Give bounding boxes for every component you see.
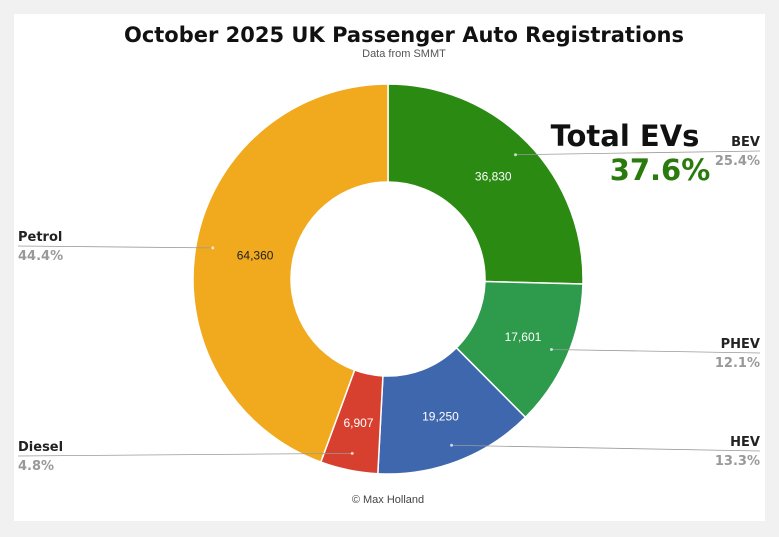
leader-dot-diesel	[350, 451, 354, 455]
percent-label-bev: 25.4%	[715, 154, 760, 169]
category-label-bev: BEV	[731, 135, 760, 150]
slice-bev	[387, 83, 584, 285]
donut-slices	[192, 83, 584, 475]
chart-credit: © Max Holland	[352, 494, 424, 506]
percent-label-phev: 12.1%	[715, 356, 760, 371]
leader-lines	[17, 150, 761, 457]
category-label-diesel: Diesel	[18, 440, 63, 455]
leader-line-petrol	[17, 245, 213, 249]
slice-labels: 36,830 BEV 25.4% 17,601 PHEV 12.1% 19,250 HEV 13…	[18, 135, 760, 474]
value-label-phev: 17,601	[505, 330, 542, 344]
value-label-diesel: 6,907	[343, 416, 373, 430]
value-label-bev: 36,830	[475, 169, 512, 183]
leader-dot-phev	[549, 347, 553, 351]
leader-line-bev	[515, 150, 761, 156]
slice-petrol	[192, 83, 389, 464]
percent-label-diesel: 4.8%	[18, 459, 54, 474]
leader-line-diesel	[17, 452, 353, 457]
leader-dot-hev	[450, 443, 454, 447]
category-label-petrol: Petrol	[18, 230, 62, 245]
leader-dot-petrol	[211, 246, 215, 250]
category-label-hev: HEV	[730, 435, 760, 450]
percent-label-petrol: 44.4%	[18, 249, 63, 264]
total-evs-value: 37.6%	[610, 153, 711, 187]
chart-subtitle: Data from SMMT	[362, 48, 446, 60]
value-label-hev: 19,250	[422, 409, 459, 423]
value-label-petrol: 64,360	[237, 248, 274, 262]
leader-dot-bev	[513, 153, 517, 157]
leader-line-hev	[451, 444, 761, 452]
total-evs-title: Total EVs	[551, 119, 700, 153]
leader-line-phev	[551, 349, 761, 354]
category-label-phev: PHEV	[721, 337, 760, 352]
chart-title: October 2025 UK Passenger Auto Registrat…	[124, 23, 684, 47]
percent-label-hev: 13.3%	[715, 454, 760, 469]
